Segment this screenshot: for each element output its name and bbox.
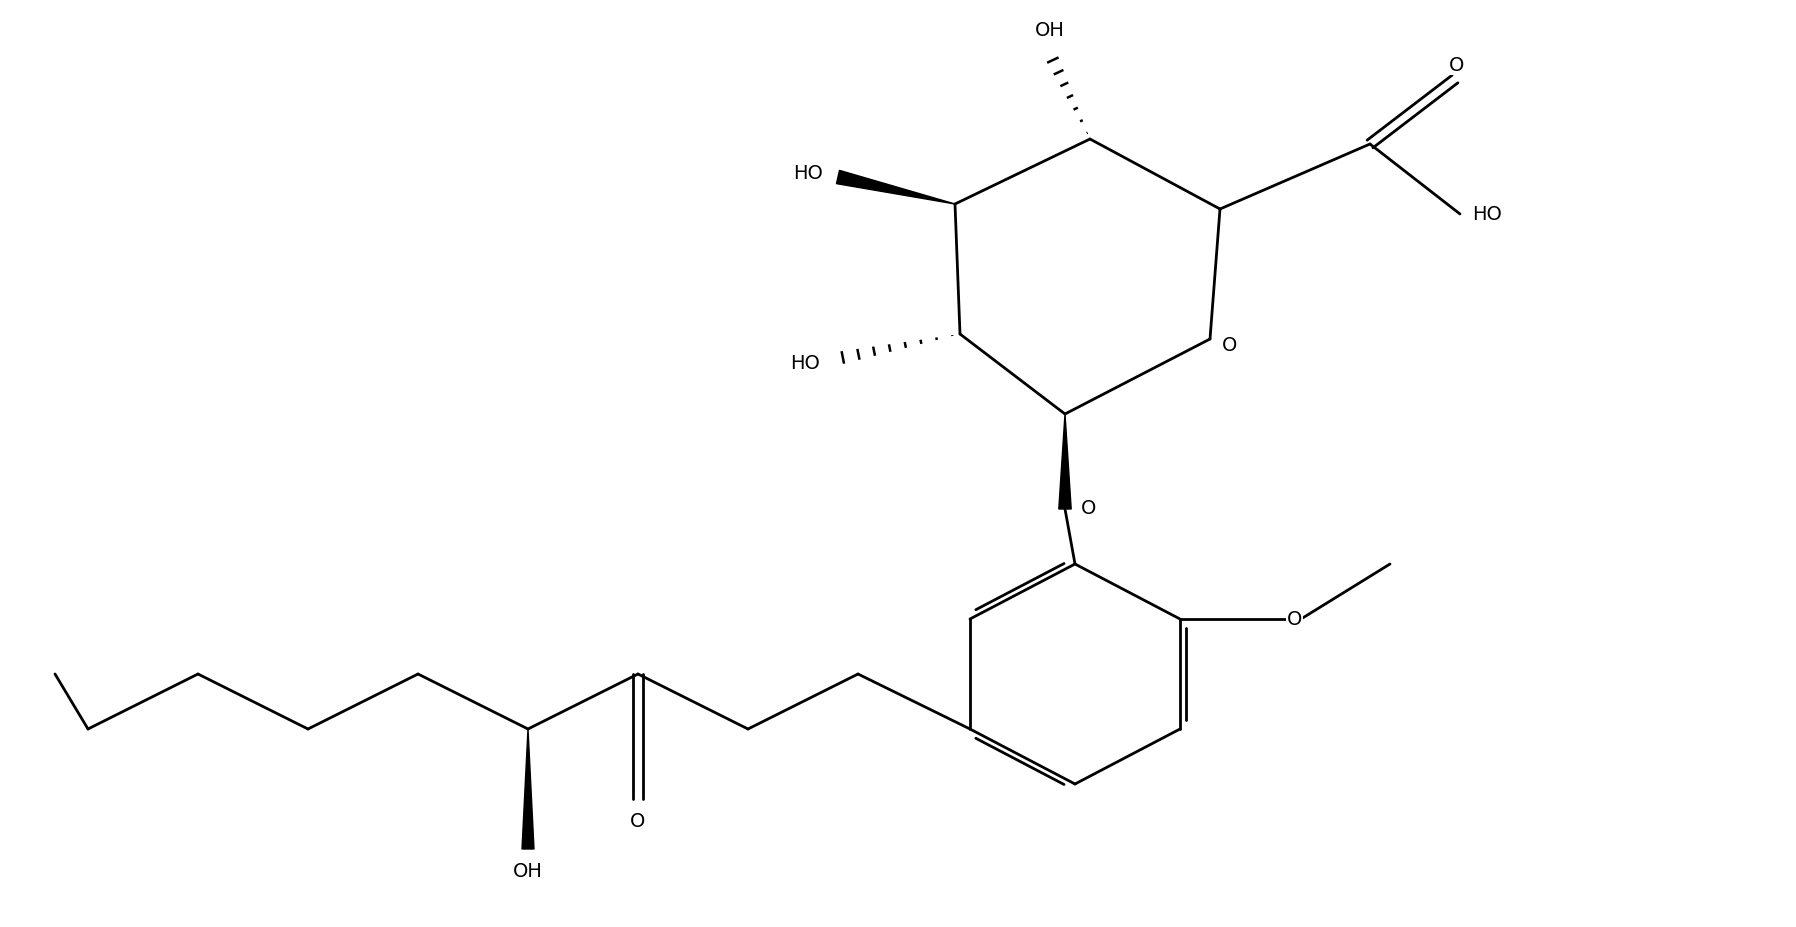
Text: O: O (1449, 56, 1466, 75)
Text: OH: OH (514, 861, 542, 880)
Text: HO: HO (790, 354, 821, 373)
Text: O: O (630, 811, 647, 830)
Text: HO: HO (794, 164, 823, 184)
Polygon shape (1060, 414, 1070, 510)
Text: O: O (1288, 610, 1302, 629)
Polygon shape (837, 171, 955, 205)
Text: OH: OH (1034, 21, 1065, 40)
Polygon shape (523, 730, 533, 849)
Text: O: O (1081, 498, 1096, 517)
Text: O: O (1221, 337, 1237, 355)
Text: HO: HO (1473, 205, 1501, 224)
